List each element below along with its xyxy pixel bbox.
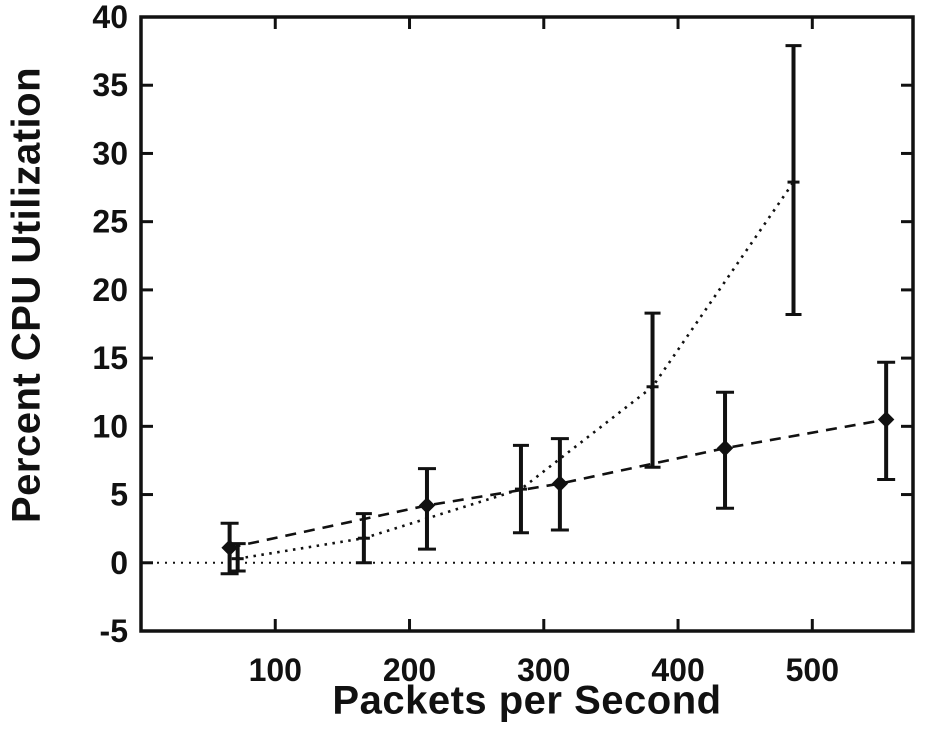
y-tick-label: 15 [92, 340, 128, 376]
y-tick-label: -5 [100, 613, 128, 649]
y-tick-label: 30 [92, 135, 128, 171]
x-tick-label: 400 [651, 652, 704, 688]
y-tick-label: 10 [92, 408, 128, 444]
x-tick-label: 100 [249, 652, 302, 688]
y-tick-label: 40 [92, 0, 128, 35]
y-axis-label: Percent CPU Utilization [4, 66, 49, 524]
x-tick-label: 200 [383, 652, 436, 688]
x-tick-label: 500 [786, 652, 839, 688]
diamond-marker [418, 497, 436, 514]
y-tick-label: 5 [110, 477, 128, 513]
diamond-marker [716, 439, 734, 457]
y-tick-label: 20 [92, 272, 128, 308]
y-tick-label: 35 [92, 67, 128, 103]
x-tick-label: 300 [517, 652, 570, 688]
y-tick-label: 0 [110, 545, 128, 581]
dashed-diamond-series-line [229, 418, 887, 550]
dotted-tick-series-line [237, 181, 795, 560]
x-axis-label: Packets per Second [332, 678, 722, 723]
diamond-marker [877, 411, 895, 428]
y-tick-label: 25 [92, 204, 128, 240]
plot-border [139, 15, 915, 633]
diamond-marker [551, 475, 569, 492]
